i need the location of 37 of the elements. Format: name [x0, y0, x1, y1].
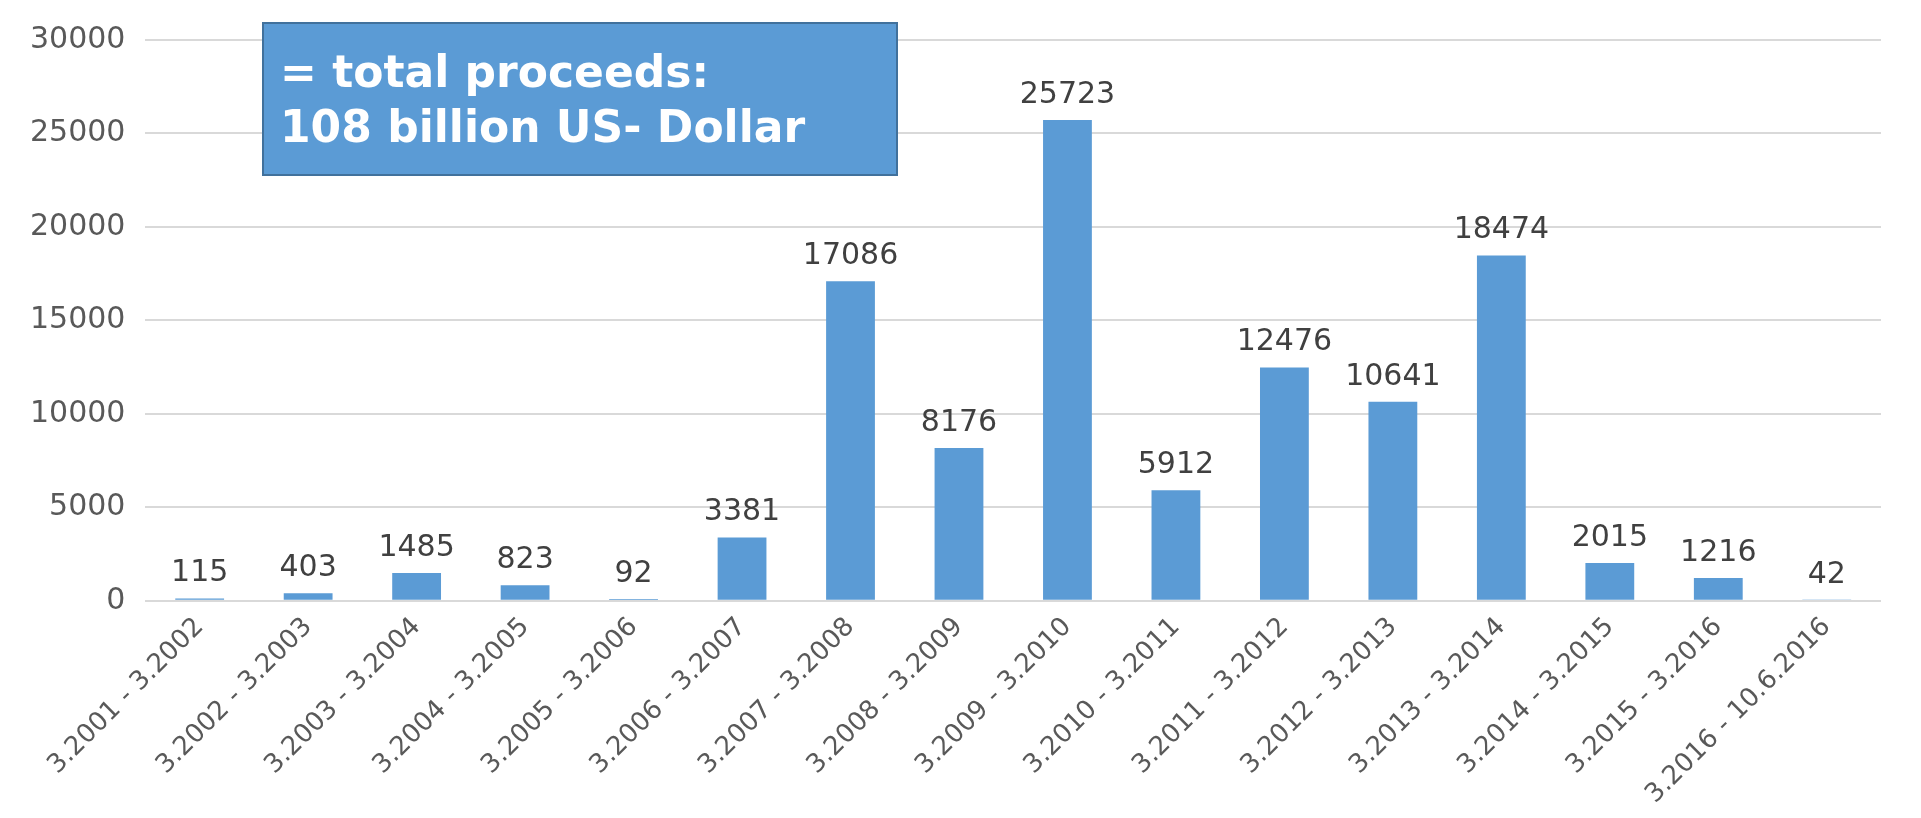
y-tick-label: 20000: [30, 206, 126, 242]
y-tick-label: 0: [106, 580, 126, 616]
bar: [1585, 563, 1635, 600]
data-label: 2015: [1571, 517, 1648, 553]
data-label: 92: [614, 553, 653, 589]
data-label: 10641: [1345, 356, 1441, 392]
bar: [1043, 119, 1092, 600]
annotation: = total proceeds: 108 billion US- Dollar: [262, 22, 898, 176]
bar: [500, 585, 550, 600]
y-tick-label: 15000: [30, 300, 126, 336]
data-label: 1485: [378, 527, 455, 563]
bar: [1693, 577, 1743, 600]
bar: [717, 537, 767, 600]
y-tick-label: 10000: [30, 393, 126, 429]
data-label: 403: [279, 547, 337, 583]
y-tick-label: 5000: [49, 487, 126, 523]
data-label: 5912: [1137, 445, 1215, 481]
bar: [934, 447, 984, 600]
data-label: 115: [171, 553, 229, 589]
data-label: 18474: [1453, 210, 1550, 246]
data-label: 42: [1807, 554, 1846, 590]
bar: [392, 572, 442, 600]
data-label: 8176: [920, 402, 998, 438]
data-label: 3381: [703, 492, 781, 528]
bar: [1259, 367, 1309, 600]
bar: [283, 593, 333, 600]
bar: [1368, 401, 1418, 600]
data-label: 12476: [1236, 322, 1333, 358]
bar: [1151, 490, 1201, 600]
data-label: 25723: [1019, 74, 1116, 110]
bar: [1476, 255, 1526, 600]
y-tick-label: 25000: [30, 113, 126, 149]
y-tick-label: 30000: [30, 19, 126, 55]
data-label: 17086: [802, 236, 899, 272]
bar: [826, 281, 875, 600]
data-label: 823: [496, 540, 554, 576]
data-label: 1216: [1680, 532, 1757, 568]
